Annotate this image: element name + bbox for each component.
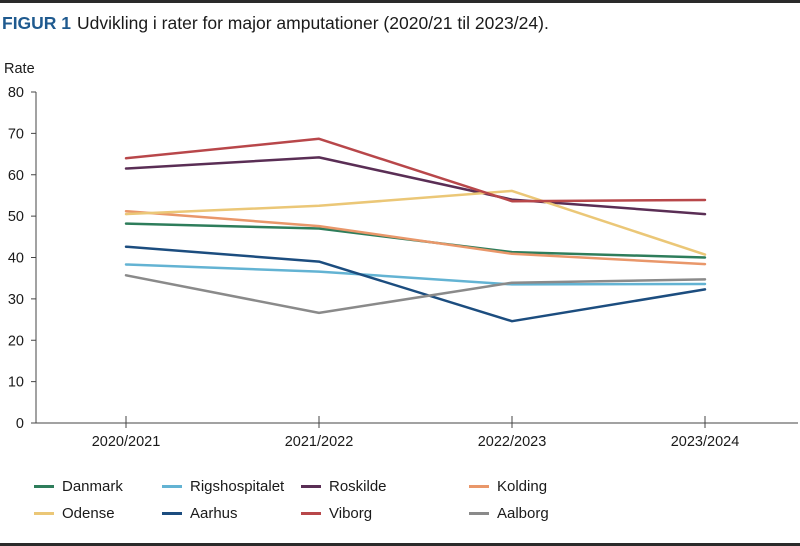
series-line-rigshospitalet: [124, 263, 707, 286]
legend-label: Aalborg: [497, 505, 549, 522]
series-line-odense: [124, 189, 707, 256]
figure-label: FIGUR 1: [2, 13, 72, 33]
legend-item-danmark: Danmark: [34, 478, 123, 495]
legend-swatch: [34, 512, 54, 515]
legend-swatch: [301, 485, 321, 488]
series-line-aalborg: [124, 274, 707, 315]
legend-swatch: [34, 485, 54, 488]
legend-label: Rigshospitalet: [190, 478, 285, 495]
legend-item-odense: Odense: [34, 505, 115, 522]
series-line-viborg: [124, 137, 707, 203]
legend-swatch: [469, 512, 489, 515]
y-tick-label: 40: [8, 251, 24, 267]
y-tick-label: 70: [8, 126, 24, 142]
legend-label: Kolding: [497, 478, 548, 495]
legend-swatch: [469, 485, 489, 488]
legend-item-roskilde: Roskilde: [301, 478, 387, 495]
y-tick-label: 0: [16, 416, 24, 432]
legend-label: Danmark: [62, 478, 123, 495]
x-tick-label: 2022/2023: [478, 434, 547, 450]
legend-item-kolding: Kolding: [469, 478, 547, 495]
legend-item-rigshospitalet: Rigshospitalet: [162, 478, 284, 495]
series-line-roskilde: [124, 156, 707, 216]
y-tick-label: 80: [8, 85, 24, 101]
legend-label: Odense: [62, 505, 115, 522]
y-tick-label: 30: [8, 292, 24, 308]
figure-caption: FIGUR 1 Udvikling i rater for major amput…: [2, 13, 549, 34]
figure-title: Udvikling i rater for major amputationer…: [77, 13, 549, 33]
y-tick-label: 60: [8, 168, 24, 184]
legend-label: Roskilde: [329, 478, 387, 495]
y-tick-label: 10: [8, 375, 24, 391]
legend-swatch: [162, 485, 182, 488]
y-tick-label: 20: [8, 333, 24, 349]
legend-item-viborg: Viborg: [301, 505, 372, 522]
legend-item-aarhus: Aarhus: [162, 505, 238, 522]
y-axis-label: Rate: [4, 61, 35, 77]
x-tick-label: 2020/2021: [92, 434, 161, 450]
y-tick-label: 50: [8, 209, 24, 225]
series-line-kolding: [124, 209, 707, 266]
legend-item-aalborg: Aalborg: [469, 505, 549, 522]
legend-label: Aarhus: [190, 505, 238, 522]
legend-swatch: [162, 512, 182, 515]
x-tick-label: 2023/2024: [671, 434, 740, 450]
legend-label: Viborg: [329, 505, 373, 522]
x-tick-label: 2021/2022: [285, 434, 354, 450]
bottom-rule: [0, 543, 800, 546]
legend-swatch: [301, 512, 321, 515]
top-rule: [0, 0, 800, 3]
series-line-aarhus: [124, 245, 707, 323]
